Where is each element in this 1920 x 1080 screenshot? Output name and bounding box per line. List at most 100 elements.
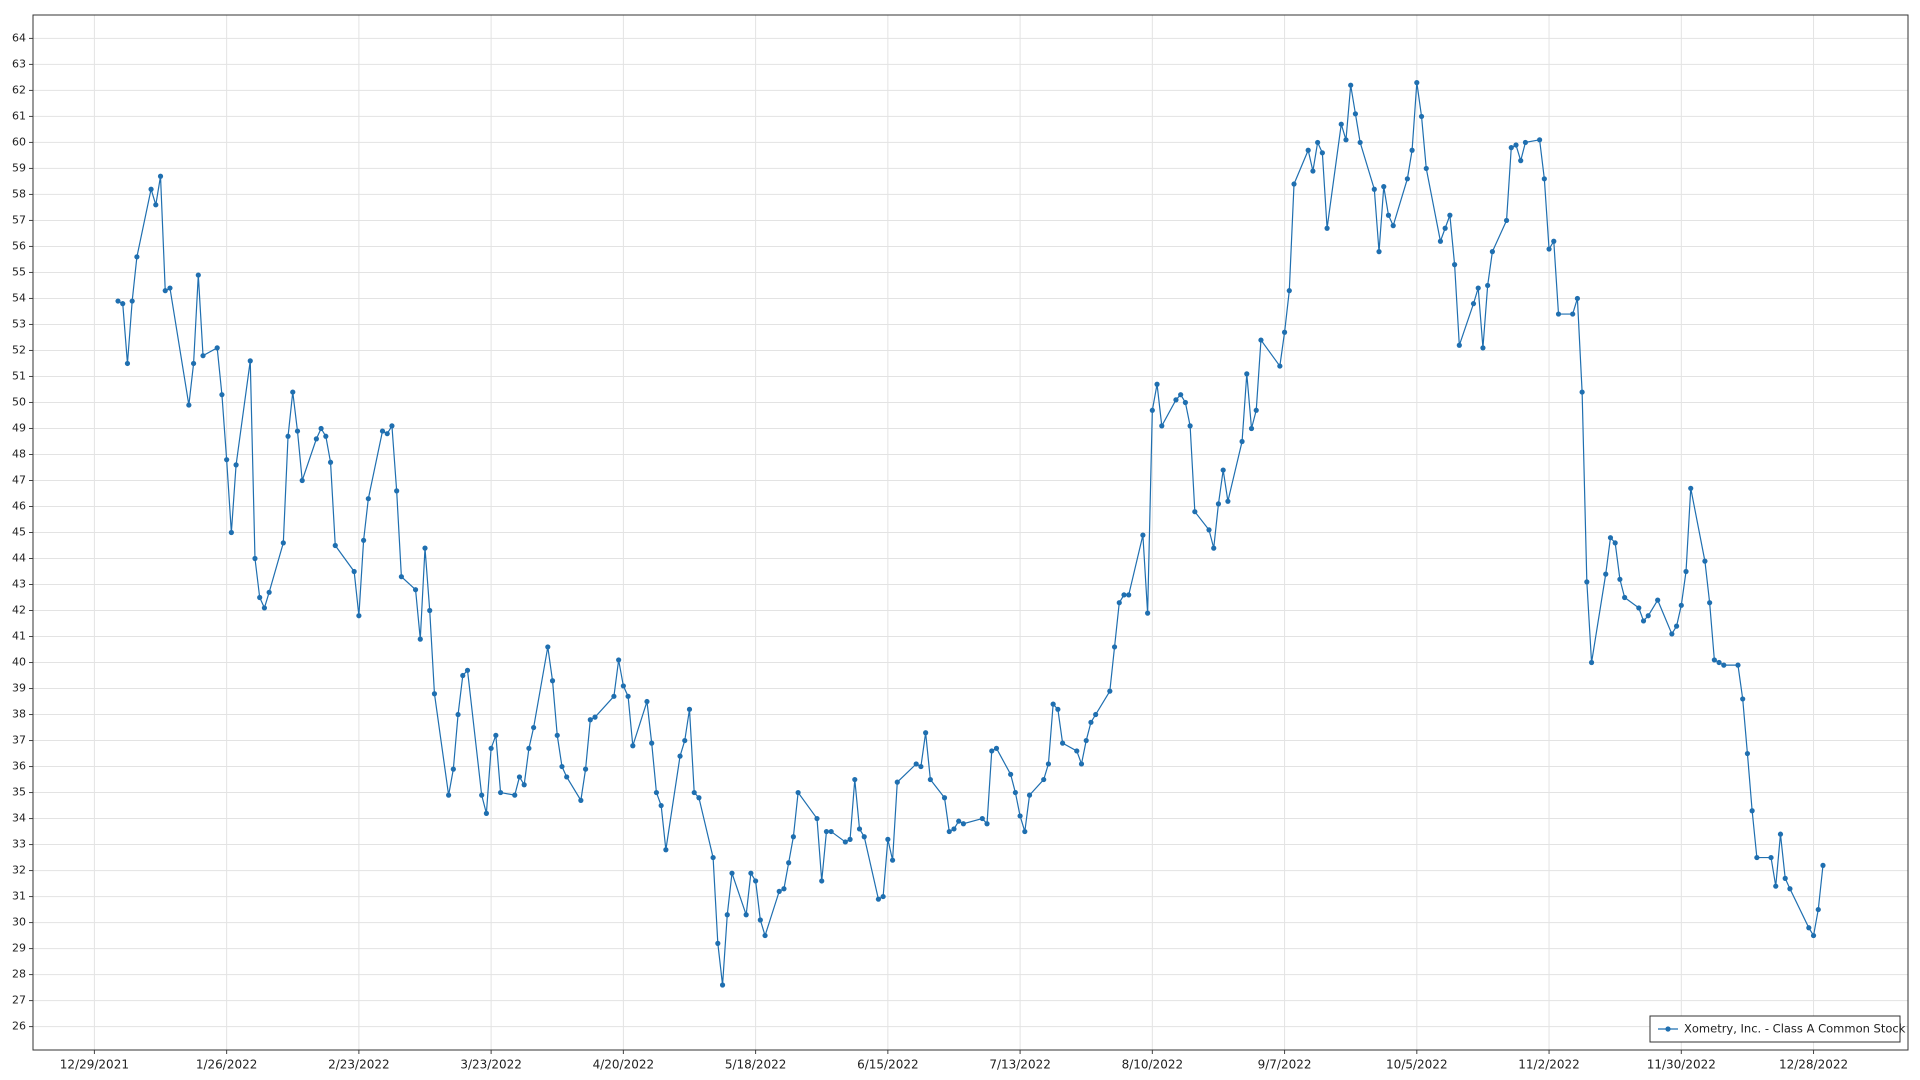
legend-marker	[1665, 1026, 1671, 1032]
data-point	[1107, 688, 1113, 694]
data-point	[318, 425, 324, 432]
data-point	[134, 254, 140, 260]
data-point	[1787, 886, 1793, 892]
data-point	[1055, 706, 1061, 712]
data-point	[327, 459, 334, 465]
data-point	[1074, 748, 1080, 754]
y-tick-label: 35	[12, 786, 26, 799]
legend-box	[1649, 1015, 1901, 1043]
data-point	[526, 745, 532, 751]
data-point	[894, 779, 900, 785]
y-tick-label: 64	[12, 31, 26, 44]
y-tick-label: 48	[12, 447, 26, 460]
data-point	[450, 766, 456, 772]
data-point	[1093, 711, 1099, 718]
data-point	[1475, 285, 1481, 291]
y-tick-label: 45	[12, 526, 26, 539]
data-point	[1673, 623, 1680, 629]
data-point	[1244, 371, 1250, 377]
x-tick-label: 10/5/2022	[1386, 1058, 1448, 1072]
data-point	[582, 766, 589, 772]
data-point	[157, 173, 164, 179]
data-point	[1579, 389, 1585, 395]
data-point	[1678, 602, 1684, 608]
data-point	[1588, 659, 1595, 666]
data-point	[1485, 282, 1491, 289]
data-point	[956, 818, 962, 824]
data-point	[1541, 176, 1547, 182]
y-tick-label: 32	[12, 864, 26, 877]
data-point	[1480, 345, 1486, 351]
x-tick-label: 8/10/2022	[1122, 1058, 1184, 1072]
data-point	[1121, 592, 1127, 598]
data-point	[294, 428, 301, 434]
data-point	[323, 433, 329, 439]
data-point	[748, 870, 754, 876]
legend-label: Xometry, Inc. - Class A Common Stock	[1684, 1022, 1906, 1036]
y-tick-label: 46	[12, 499, 26, 512]
data-point	[611, 693, 617, 699]
data-point	[1324, 225, 1330, 231]
data-point	[554, 732, 560, 738]
y-tick-label: 47	[12, 473, 26, 486]
data-point	[1008, 771, 1014, 777]
data-point	[630, 743, 636, 749]
data-point	[710, 854, 716, 861]
data-point	[257, 594, 263, 601]
y-tick-label: 51	[12, 369, 26, 382]
data-point	[1310, 168, 1316, 174]
data-point	[332, 542, 338, 549]
y-tick-label: 31	[12, 890, 26, 903]
data-point	[941, 795, 948, 801]
data-point	[1352, 111, 1359, 117]
data-point	[1754, 854, 1760, 861]
data-point	[1277, 363, 1283, 369]
data-point	[753, 878, 759, 884]
data-point	[861, 834, 867, 840]
data-point	[431, 691, 438, 697]
data-point	[120, 301, 126, 307]
data-point	[1409, 147, 1415, 153]
data-point	[1716, 659, 1722, 666]
data-point	[167, 285, 173, 291]
data-point	[1777, 831, 1784, 837]
data-point	[1508, 145, 1514, 151]
y-tick-label: 55	[12, 265, 26, 278]
data-point	[1423, 165, 1429, 172]
data-point	[455, 711, 461, 718]
data-point	[162, 288, 168, 294]
data-point	[790, 834, 796, 840]
data-point	[290, 389, 296, 395]
data-point	[1017, 813, 1023, 819]
data-point	[1806, 925, 1812, 931]
data-point	[280, 540, 286, 546]
data-point	[1711, 657, 1717, 663]
data-point	[356, 613, 362, 619]
data-point	[1820, 862, 1826, 868]
data-point	[1447, 212, 1453, 218]
data-point	[1385, 212, 1392, 218]
data-point	[1041, 776, 1047, 783]
data-point	[559, 763, 565, 770]
y-tick-label: 62	[12, 83, 26, 96]
data-point	[483, 810, 490, 816]
data-point	[1390, 223, 1396, 229]
data-point	[153, 202, 159, 208]
data-point	[1451, 262, 1458, 268]
data-point	[422, 545, 428, 551]
data-point	[946, 828, 952, 835]
data-point	[927, 776, 933, 783]
data-point	[1319, 150, 1325, 156]
data-point	[842, 839, 848, 845]
y-tick-label: 50	[12, 395, 26, 408]
data-point	[1286, 288, 1292, 294]
data-point	[762, 932, 768, 939]
data-point	[1640, 618, 1647, 624]
data-point	[1735, 662, 1741, 668]
x-tick-label: 1/26/2022	[196, 1058, 258, 1072]
data-point	[1215, 501, 1222, 507]
data-point	[1220, 467, 1226, 473]
y-tick-label: 26	[12, 1020, 26, 1033]
data-point	[1683, 568, 1689, 575]
data-point	[1126, 592, 1132, 598]
